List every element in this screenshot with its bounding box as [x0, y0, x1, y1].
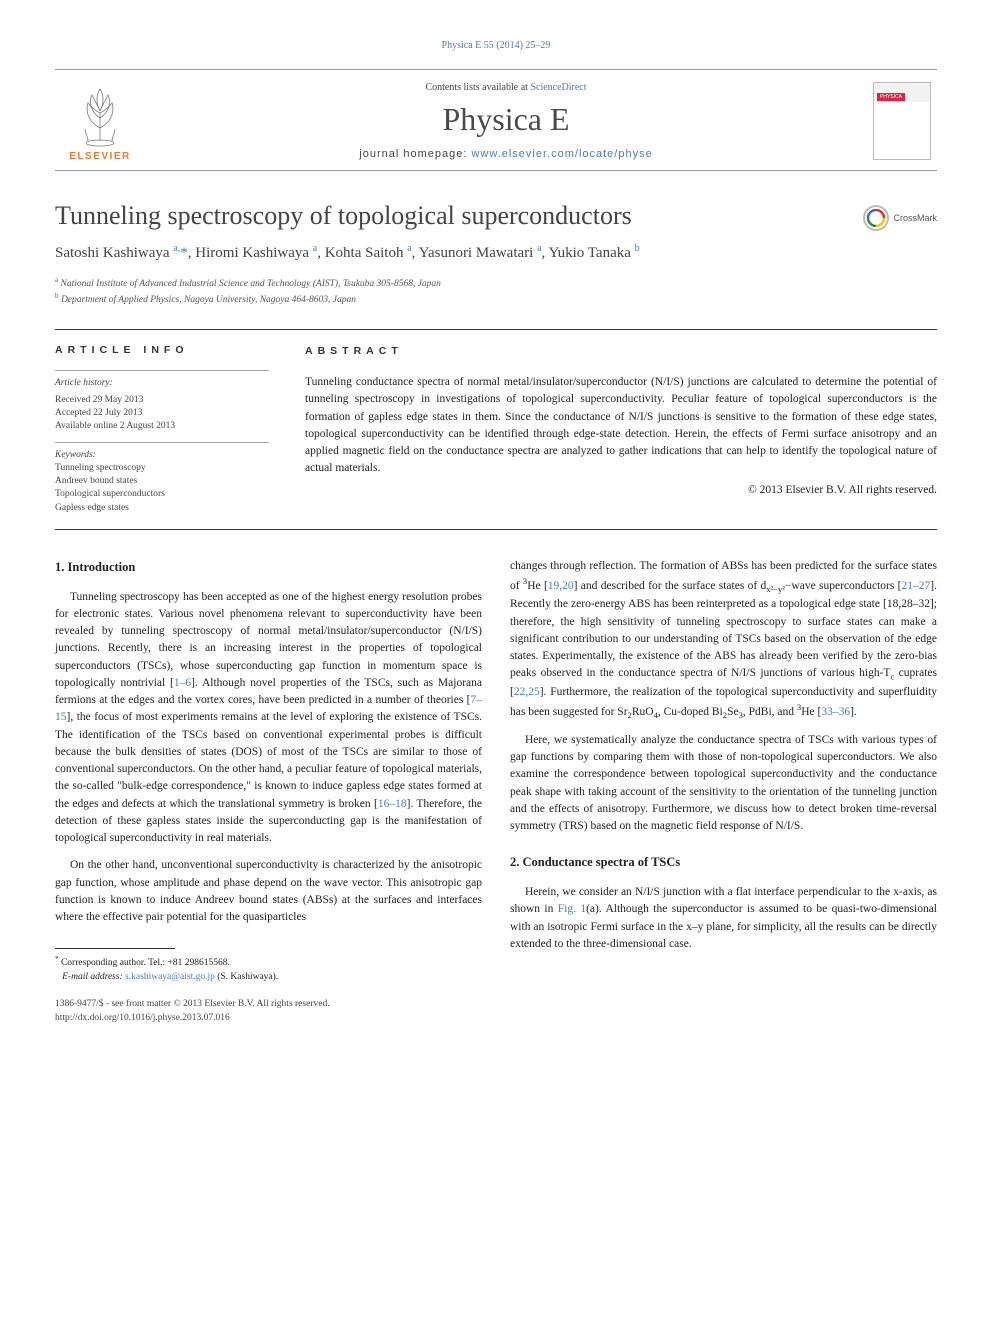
abstract: ABSTRACT Tunneling conductance spectra o… — [285, 330, 937, 529]
history-online: Available online 2 August 2013 — [55, 420, 269, 433]
keywords-label: Keywords: — [55, 449, 269, 462]
article-info-heading: ARTICLE INFO — [55, 344, 269, 356]
homepage-label: journal homepage: — [359, 148, 471, 160]
email-label: E-mail address: — [62, 972, 125, 982]
publisher-name: ELSEVIER — [69, 151, 130, 162]
journal-name: Physica E — [155, 101, 857, 138]
contents-pre: Contents lists available at — [425, 82, 530, 93]
abstract-text: Tunneling conductance spectra of normal … — [305, 374, 937, 478]
masthead: ELSEVIER Contents lists available at Sci… — [55, 69, 937, 171]
sec2-p1: Herein, we consider an N/I/S junction wi… — [510, 884, 937, 953]
history-accepted: Accepted 22 July 2013 — [55, 407, 269, 420]
affiliations: a National Institute of Advanced Industr… — [55, 275, 937, 308]
email-line: E-mail address: s.kashiwaya@aist.go.jp (… — [55, 971, 482, 984]
sciencedirect-link[interactable]: ScienceDirect — [530, 82, 586, 93]
corresponding-author: * Corresponding author. Tel.: +81 298615… — [55, 955, 482, 970]
article-body: 1. Introduction Tunneling spectroscopy h… — [55, 558, 937, 1025]
article-info: ARTICLE INFO Article history: Received 2… — [55, 330, 285, 529]
masthead-center: Contents lists available at ScienceDirec… — [145, 80, 867, 162]
section-1-heading: 1. Introduction — [55, 558, 482, 577]
intro-p1: Tunneling spectroscopy has been accepted… — [55, 589, 482, 848]
crossmark-icon — [863, 205, 889, 231]
abstract-heading: ABSTRACT — [305, 344, 937, 360]
cover-physica-label: PHYSICA — [877, 93, 905, 101]
email-paren: (S. Kashiwaya). — [215, 972, 278, 982]
footnotes: * Corresponding author. Tel.: +81 298615… — [55, 955, 482, 984]
intro-p2: On the other hand, unconventional superc… — [55, 857, 482, 926]
issn-line: 1386-9477/$ - see front matter © 2013 El… — [55, 998, 482, 1011]
homepage-link[interactable]: www.elsevier.com/locate/physe — [471, 148, 652, 160]
crossmark-label: CrossMark — [893, 213, 937, 223]
intro-p3: Here, we systematically analyze the cond… — [510, 732, 937, 836]
section-2-heading: 2. Conductance spectra of TSCs — [510, 853, 937, 872]
contents-line: Contents lists available at ScienceDirec… — [155, 82, 857, 93]
article-title: Tunneling spectroscopy of topological su… — [55, 201, 863, 231]
history-label: Article history: — [55, 370, 269, 390]
crossmark-badge[interactable]: CrossMark — [863, 205, 937, 231]
abstract-copyright: © 2013 Elsevier B.V. All rights reserved… — [305, 482, 937, 499]
doi-line: http://dx.doi.org/10.1016/j.physe.2013.0… — [55, 1012, 482, 1025]
cover-thumbnail: PHYSICA — [867, 80, 937, 162]
cover-image: PHYSICA — [873, 82, 931, 160]
intro-p2-cont: changes through reflection. The formatio… — [510, 558, 937, 722]
history-received: Received 29 May 2013 — [55, 394, 269, 407]
keyword-1: Andreev bound states — [55, 475, 269, 488]
keyword-2: Topological superconductors — [55, 488, 269, 501]
footnote-rule — [55, 948, 175, 949]
journal-homepage: journal homepage: www.elsevier.com/locat… — [155, 148, 857, 160]
affiliation-b: b Department of Applied Physics, Nagoya … — [55, 291, 937, 307]
elsevier-tree-icon — [68, 81, 133, 151]
authors: Satoshi Kashiwaya a,*, Hiromi Kashiwaya … — [55, 241, 937, 265]
email-link[interactable]: s.kashiwaya@aist.go.jp — [125, 972, 215, 982]
publisher-logo: ELSEVIER — [55, 80, 145, 162]
footer: 1386-9477/$ - see front matter © 2013 El… — [55, 998, 482, 1025]
affiliation-a: a National Institute of Advanced Industr… — [55, 275, 937, 291]
journal-ref: Physica E 55 (2014) 25–29 — [55, 40, 937, 51]
keyword-3: Gapless edge states — [55, 502, 269, 515]
keyword-0: Tunneling spectroscopy — [55, 462, 269, 475]
